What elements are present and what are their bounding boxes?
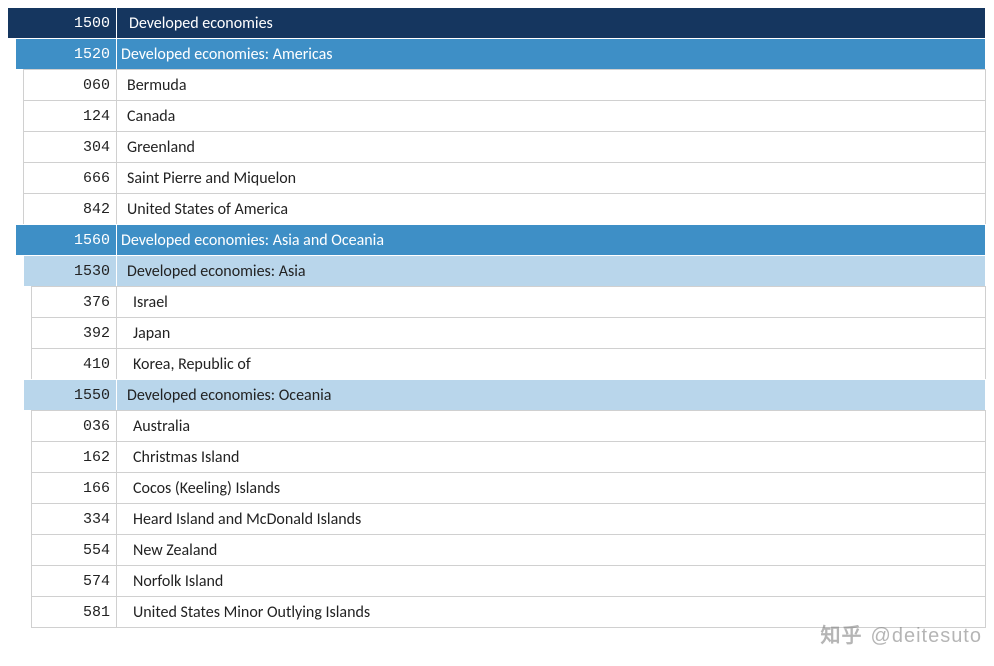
gutter bbox=[8, 411, 16, 442]
gutter bbox=[8, 442, 16, 473]
table-row: 166Cocos (Keeling) Islands bbox=[8, 473, 986, 504]
code-cell: 1560 bbox=[15, 224, 117, 256]
gutter bbox=[8, 101, 16, 132]
gutter bbox=[8, 504, 16, 535]
gutter bbox=[16, 597, 24, 628]
gutter bbox=[8, 380, 16, 411]
gutter bbox=[8, 287, 16, 318]
gutter bbox=[8, 318, 16, 349]
code-cell: 410 bbox=[31, 348, 117, 380]
name-cell: Israel bbox=[116, 286, 986, 318]
table-row: 574Norfolk Island bbox=[8, 566, 986, 597]
gutter bbox=[8, 163, 16, 194]
name-cell: Developed economies: Asia bbox=[116, 255, 986, 287]
name-cell: Developed economies: Asia and Oceania bbox=[116, 224, 986, 256]
table-row: 410Korea, Republic of bbox=[8, 349, 986, 380]
table-row: 666Saint Pierre and Miquelon bbox=[8, 163, 986, 194]
table-row: 334Heard Island and McDonald Islands bbox=[8, 504, 986, 535]
code-cell: 162 bbox=[31, 441, 117, 473]
table-row: 1520Developed economies: Americas bbox=[8, 39, 986, 70]
table-row: 1500Developed economies bbox=[8, 8, 986, 39]
code-cell: 554 bbox=[31, 534, 117, 566]
name-cell: New Zealand bbox=[116, 534, 986, 566]
name-cell: Christmas Island bbox=[116, 441, 986, 473]
code-cell: 666 bbox=[23, 162, 117, 194]
table-row: 162Christmas Island bbox=[8, 442, 986, 473]
gutter bbox=[8, 349, 16, 380]
table-row: 392Japan bbox=[8, 318, 986, 349]
table-row: 304Greenland bbox=[8, 132, 986, 163]
name-cell: Heard Island and McDonald Islands bbox=[116, 503, 986, 535]
name-cell: Developed economies bbox=[116, 7, 986, 39]
name-cell: Bermuda bbox=[116, 69, 986, 101]
gutter bbox=[8, 473, 16, 504]
code-cell: 842 bbox=[23, 193, 117, 225]
gutter bbox=[8, 70, 16, 101]
gutter bbox=[8, 566, 16, 597]
name-cell: Korea, Republic of bbox=[116, 348, 986, 380]
name-cell: United States of America bbox=[116, 193, 986, 225]
name-cell: Saint Pierre and Miquelon bbox=[116, 162, 986, 194]
gutter bbox=[16, 318, 24, 349]
name-cell: Norfolk Island bbox=[116, 565, 986, 597]
gutter bbox=[16, 411, 24, 442]
code-cell: 124 bbox=[23, 100, 117, 132]
watermark-handle: @deitesuto bbox=[871, 625, 982, 647]
name-cell: Japan bbox=[116, 317, 986, 349]
table-row: 1530Developed economies: Asia bbox=[8, 256, 986, 287]
code-cell: 1550 bbox=[23, 379, 117, 411]
name-cell: Developed economies: Oceania bbox=[116, 379, 986, 411]
gutter bbox=[16, 442, 24, 473]
name-cell: Cocos (Keeling) Islands bbox=[116, 472, 986, 504]
gutter bbox=[8, 256, 16, 287]
table-row: 581United States Minor Outlying Islands bbox=[8, 597, 986, 628]
gutter bbox=[8, 132, 16, 163]
code-cell: 581 bbox=[31, 596, 117, 628]
code-cell: 334 bbox=[31, 503, 117, 535]
name-cell: Developed economies: Americas bbox=[116, 38, 986, 70]
classification-table: 1500Developed economies1520Developed eco… bbox=[8, 8, 986, 628]
gutter bbox=[8, 194, 16, 225]
gutter bbox=[16, 535, 24, 566]
code-cell: 304 bbox=[23, 131, 117, 163]
table-row: 842United States of America bbox=[8, 194, 986, 225]
code-cell: 1530 bbox=[23, 255, 117, 287]
gutter bbox=[16, 504, 24, 535]
gutter bbox=[16, 566, 24, 597]
code-cell: 392 bbox=[31, 317, 117, 349]
table-row: 036Australia bbox=[8, 411, 986, 442]
table-row: 376Israel bbox=[8, 287, 986, 318]
table-row: 1550Developed economies: Oceania bbox=[8, 380, 986, 411]
table-row: 124Canada bbox=[8, 101, 986, 132]
name-cell: Australia bbox=[116, 410, 986, 442]
code-cell: 574 bbox=[31, 565, 117, 597]
watermark-logo: 知乎 bbox=[821, 625, 863, 647]
code-cell: 060 bbox=[23, 69, 117, 101]
name-cell: United States Minor Outlying Islands bbox=[116, 596, 986, 628]
gutter bbox=[8, 535, 16, 566]
gutter bbox=[16, 473, 24, 504]
code-cell: 1500 bbox=[7, 7, 117, 39]
name-cell: Greenland bbox=[116, 131, 986, 163]
code-cell: 376 bbox=[31, 286, 117, 318]
gutter bbox=[16, 287, 24, 318]
gutter bbox=[8, 597, 16, 628]
code-cell: 1520 bbox=[15, 38, 117, 70]
table-row: 060Bermuda bbox=[8, 70, 986, 101]
name-cell: Canada bbox=[116, 100, 986, 132]
table-row: 554New Zealand bbox=[8, 535, 986, 566]
table-row: 1560Developed economies: Asia and Oceani… bbox=[8, 225, 986, 256]
gutter bbox=[16, 349, 24, 380]
code-cell: 166 bbox=[31, 472, 117, 504]
code-cell: 036 bbox=[31, 410, 117, 442]
